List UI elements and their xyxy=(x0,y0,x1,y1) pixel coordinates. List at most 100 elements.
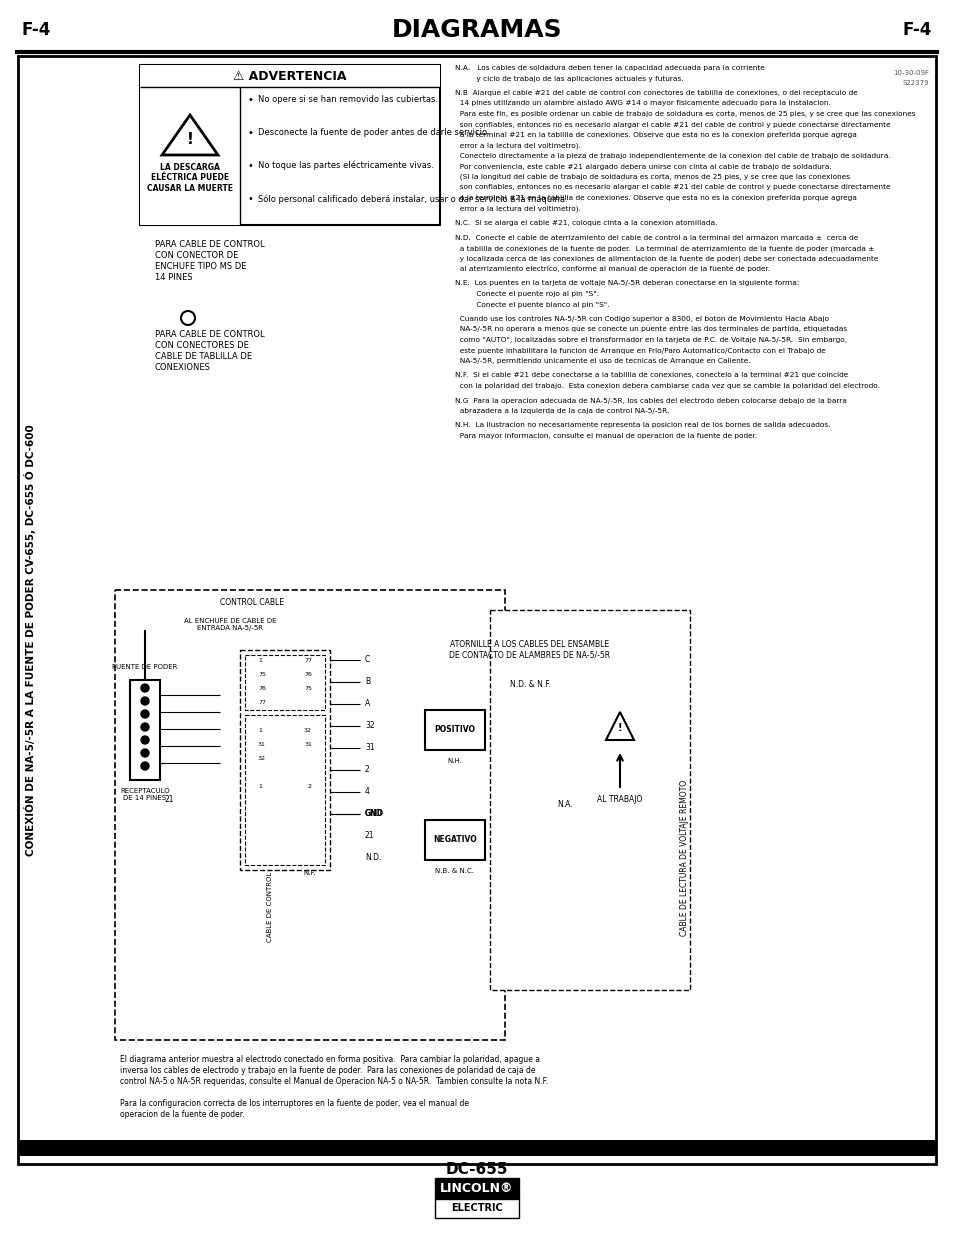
Bar xyxy=(140,86,240,225)
Bar xyxy=(115,590,504,1040)
Text: N.H.  La ilustracion no necesariamente representa la posicion real de los bornes: N.H. La ilustracion no necesariamente re… xyxy=(455,422,830,429)
Polygon shape xyxy=(605,713,634,740)
Text: 21: 21 xyxy=(365,831,375,841)
Text: •: • xyxy=(248,161,253,170)
Text: DC-655: DC-655 xyxy=(445,1162,508,1177)
Bar xyxy=(140,65,439,86)
Text: •: • xyxy=(248,95,253,105)
Text: DIAGRAMAS: DIAGRAMAS xyxy=(392,19,561,42)
Circle shape xyxy=(314,726,322,734)
Text: •: • xyxy=(248,194,253,204)
Circle shape xyxy=(248,782,255,790)
Text: !: ! xyxy=(618,722,621,734)
Text: Para mayor informacion, consulte el manual de operacion de la fuente de poder.: Para mayor informacion, consulte el manu… xyxy=(455,433,757,438)
Circle shape xyxy=(248,698,255,706)
Text: PARA CABLE DE CONTROL
CON CONECTOR DE
ENCHUFE TIPO MS DE
14 PINES: PARA CABLE DE CONTROL CON CONECTOR DE EN… xyxy=(154,240,264,283)
Text: N.D. & N.F.: N.D. & N.F. xyxy=(509,680,550,689)
Text: inversa los cables de electrodo y trabajo en la fuente de poder.  Para las conex: inversa los cables de electrodo y trabaj… xyxy=(120,1066,535,1074)
Text: N.F.  Si el cable #21 debe conectarse a la tablilla de conexiones, conectelo a l: N.F. Si el cable #21 debe conectarse a l… xyxy=(455,373,847,378)
Text: 10-30-09F: 10-30-09F xyxy=(892,70,928,77)
Text: 1: 1 xyxy=(257,727,262,732)
Text: 1: 1 xyxy=(257,657,262,662)
Text: Conectelo directamente a la pieza de trabajo independientemente de la conexion d: Conectelo directamente a la pieza de tra… xyxy=(455,153,890,159)
Text: N.A.   Los cables de soldadura deben tener la capacidad adecuada para la corrien: N.A. Los cables de soldadura deben tener… xyxy=(455,65,764,70)
Text: A: A xyxy=(365,699,370,709)
Text: 4: 4 xyxy=(365,788,370,797)
Bar xyxy=(140,65,439,225)
Text: N.A.: N.A. xyxy=(557,800,572,809)
Text: N.D.: N.D. xyxy=(365,853,381,862)
Text: FUENTE DE PODER: FUENTE DE PODER xyxy=(112,664,177,671)
Text: Por conveniencia, este cable #21 alargado debera unirse con cinta al cable de tr: Por conveniencia, este cable #21 alargad… xyxy=(455,163,831,169)
Circle shape xyxy=(314,671,322,678)
Bar xyxy=(424,710,484,750)
Circle shape xyxy=(248,726,255,734)
Text: 31: 31 xyxy=(257,741,266,746)
Text: N.B  Alarque el cable #21 del cable de control con conectores de tablilla de con: N.B Alarque el cable #21 del cable de co… xyxy=(455,90,857,96)
Text: 2: 2 xyxy=(365,766,370,774)
Text: y ciclo de trabajo de las aplicaciones actuales y futuras.: y ciclo de trabajo de las aplicaciones a… xyxy=(455,75,683,82)
Text: control NA-5 o NA-5R requeridas, consulte el Manual de Operacion NA-5 o NA-5R.  : control NA-5 o NA-5R requeridas, consult… xyxy=(120,1077,548,1086)
Text: GND: GND xyxy=(365,809,384,819)
Text: AL ENCHUFE DE CABLE DE
ENTRADA NA-5/-5R: AL ENCHUFE DE CABLE DE ENTRADA NA-5/-5R xyxy=(184,618,276,631)
Text: ATORNILLE A LOS CABLES DEL ENSAMBLE
DE CONTACTO DE ALAMBRES DE NA-5/-5R: ATORNILLE A LOS CABLES DEL ENSAMBLE DE C… xyxy=(449,640,610,659)
Text: abrazadera a la izquierda de la caja de control NA-5/-5R.: abrazadera a la izquierda de la caja de … xyxy=(455,408,669,414)
Text: •: • xyxy=(248,128,253,138)
Circle shape xyxy=(141,748,149,757)
Circle shape xyxy=(248,684,255,692)
Text: CONEXIÓN DE NA-5/-5R A LA FUENTE DE PODER CV-655, DC-655 Ó DC-600: CONEXIÓN DE NA-5/-5R A LA FUENTE DE PODE… xyxy=(24,424,36,856)
Polygon shape xyxy=(162,115,218,156)
Text: Sólo personal calificado deberá instalar, usar o dar servicio a la máquina.: Sólo personal calificado deberá instalar… xyxy=(257,194,567,204)
Text: No toque las partes eléctricamente vivas.: No toque las partes eléctricamente vivas… xyxy=(257,161,434,170)
Text: 31: 31 xyxy=(365,743,375,752)
Circle shape xyxy=(141,684,149,692)
Text: C: C xyxy=(365,656,370,664)
Text: (Si la longitud del cable de trabajo de soldadura es corta, menos de 25 pies, y : (Si la longitud del cable de trabajo de … xyxy=(455,174,849,180)
Text: error a la lectura del voltimetro).: error a la lectura del voltimetro). xyxy=(455,205,580,212)
Text: El diagrama anterior muestra al electrodo conectado en forma positiva.  Para cam: El diagrama anterior muestra al electrod… xyxy=(120,1055,539,1065)
Text: NA-5/-5R no operara a menos que se conecte un puente entre las dos terminales de: NA-5/-5R no operara a menos que se conec… xyxy=(455,326,846,332)
Text: a tablilla de conexiones de la fuente de poder.  La terminal de aterrizamiento d: a tablilla de conexiones de la fuente de… xyxy=(455,245,874,252)
Circle shape xyxy=(248,656,255,664)
Text: POSITIVO: POSITIVO xyxy=(434,725,475,735)
Text: AL TRABAJO: AL TRABAJO xyxy=(597,795,642,804)
Text: Para este fin, es posible ordenar un cable de trabajo de soldadura es corta, men: Para este fin, es posible ordenar un cab… xyxy=(455,111,915,117)
Text: N.G  Para la operacion adecuada de NA-5/-5R, los cables del electrodo deben colo: N.G Para la operacion adecuada de NA-5/-… xyxy=(455,398,846,404)
Circle shape xyxy=(141,710,149,718)
Text: CONTROL CABLE: CONTROL CABLE xyxy=(220,598,284,606)
Text: ELECTRIC: ELECTRIC xyxy=(451,1203,502,1214)
Text: 14 pines utilizando un alambre aislado AWG #14 o mayor fisicamente adecuado para: 14 pines utilizando un alambre aislado A… xyxy=(455,100,830,106)
Bar xyxy=(245,715,325,864)
Text: 32: 32 xyxy=(365,721,375,730)
Circle shape xyxy=(248,755,255,762)
Text: 76: 76 xyxy=(304,672,312,677)
Text: Cuando use los controles NA-5/-5R con Codigo superior a 8300, el boton de Movimi: Cuando use los controles NA-5/-5R con Co… xyxy=(455,316,828,322)
Text: CABLE DE CONTROL: CABLE DE CONTROL xyxy=(267,872,273,942)
Text: operacion de la fuente de poder.: operacion de la fuente de poder. xyxy=(120,1110,244,1119)
Text: 2: 2 xyxy=(308,783,312,788)
Bar xyxy=(18,1140,935,1156)
Text: N.F.: N.F. xyxy=(303,869,316,876)
Text: y localizada cerca de las conexiones de alimentacion de la fuente de poder) debe: y localizada cerca de las conexiones de … xyxy=(455,256,878,262)
Text: 75: 75 xyxy=(304,685,312,690)
Circle shape xyxy=(314,684,322,692)
Text: 76: 76 xyxy=(257,685,266,690)
Circle shape xyxy=(314,740,322,748)
Text: 32: 32 xyxy=(304,727,312,732)
Text: GND: GND xyxy=(365,809,382,819)
Text: 21: 21 xyxy=(165,795,174,804)
Bar xyxy=(490,610,689,990)
Text: F-4: F-4 xyxy=(22,21,51,40)
Circle shape xyxy=(141,762,149,769)
Text: ⚠ ADVERTENCIA: ⚠ ADVERTENCIA xyxy=(233,69,346,83)
Text: con la polaridad del trabajo.  Esta conexion debera cambiarse cada vez que se ca: con la polaridad del trabajo. Esta conex… xyxy=(455,383,879,389)
Text: 1: 1 xyxy=(257,783,262,788)
Bar xyxy=(424,820,484,860)
Text: S22379: S22379 xyxy=(902,80,928,86)
Text: RECEPTACULO
DE 14 PINES: RECEPTACULO DE 14 PINES xyxy=(120,788,170,802)
Text: B: B xyxy=(365,678,370,687)
Text: N.D.  Conecte el cable de aterrizamiento del cable de control a la terminal del : N.D. Conecte el cable de aterrizamiento … xyxy=(455,235,858,241)
Bar xyxy=(245,655,325,710)
Text: LINCOLN®: LINCOLN® xyxy=(439,1182,514,1195)
Text: este puente inhabilitara la funcion de Arranque en Frio/Paro Automatico/Contacto: este puente inhabilitara la funcion de A… xyxy=(455,347,825,353)
